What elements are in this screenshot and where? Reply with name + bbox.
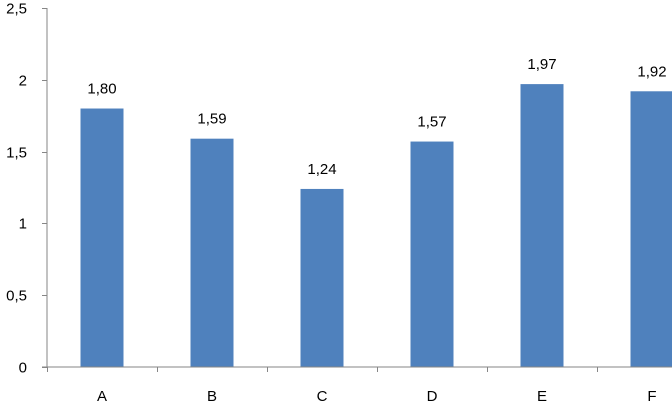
x-axis-ticks: A B C D E F (47, 367, 657, 405)
y-axis-ticks: 0 0,5 1 1,5 2 2,5 (6, 1, 47, 377)
bar-f (630, 91, 672, 368)
data-label-d: 1,57 (417, 114, 446, 131)
bar-d (410, 141, 454, 367)
y-tick-label: 0 (19, 360, 27, 377)
y-tick-label: 2 (19, 73, 27, 90)
data-label-b: 1,59 (197, 111, 226, 128)
x-tick-label: E (537, 388, 547, 405)
data-labels: 1,80 1,59 1,24 1,57 1,97 1,92 (87, 56, 666, 178)
data-label-e: 1,97 (527, 56, 556, 73)
data-label-f: 1,92 (637, 63, 666, 80)
data-label-c: 1,24 (307, 161, 336, 178)
bar-e (520, 84, 564, 367)
x-tick-label: B (207, 388, 217, 405)
bars (80, 84, 672, 368)
y-tick-label: 1,5 (6, 145, 27, 162)
y-tick-label: 1 (19, 216, 27, 233)
x-tick-label: A (97, 388, 107, 405)
y-tick-label: 2,5 (6, 1, 27, 18)
bar-a (80, 108, 124, 368)
x-tick-label: C (317, 388, 328, 405)
x-tick-label: F (647, 388, 656, 405)
y-tick-label: 0,5 (6, 288, 27, 305)
bar-b (190, 138, 234, 367)
data-label-a: 1,80 (87, 81, 116, 98)
x-tick-label: D (427, 388, 438, 405)
bar-c (300, 188, 344, 367)
